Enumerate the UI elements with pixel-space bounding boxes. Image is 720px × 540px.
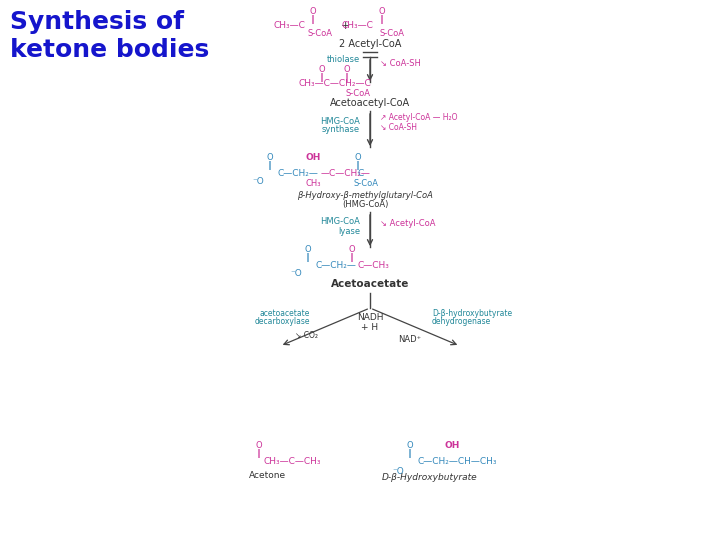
Text: ‖: ‖ (350, 253, 354, 261)
Text: +: + (341, 21, 350, 31)
Text: D-β-Hydroxybutyrate: D-β-Hydroxybutyrate (382, 472, 478, 482)
Text: Acetone: Acetone (248, 471, 286, 481)
Text: S-CoA: S-CoA (346, 89, 371, 98)
Text: C: C (358, 168, 364, 178)
Text: O: O (379, 8, 385, 17)
Text: O: O (305, 246, 311, 254)
Text: ‖: ‖ (257, 449, 261, 457)
Text: ↘ CO₂: ↘ CO₂ (295, 332, 318, 341)
Text: ↘ Acetyl-CoA: ↘ Acetyl-CoA (380, 219, 436, 228)
Text: Acetoacetate: Acetoacetate (330, 279, 409, 289)
Text: —C—CH₂—: —C—CH₂— (321, 168, 371, 178)
Text: CH₃—C—CH₂—C: CH₃—C—CH₂—C (299, 79, 372, 89)
Text: S-CoA: S-CoA (379, 30, 405, 38)
Text: D-β-hydroxybutyrate: D-β-hydroxybutyrate (432, 309, 512, 319)
Text: NAD⁺: NAD⁺ (398, 335, 421, 345)
Text: Acetoacetyl-CoA: Acetoacetyl-CoA (330, 98, 410, 108)
Text: ↘ CoA-SH: ↘ CoA-SH (380, 59, 421, 69)
Text: synthase: synthase (322, 125, 360, 134)
Text: O: O (407, 442, 413, 450)
Text: ⁻O: ⁻O (290, 268, 302, 278)
Text: (HMG-CoA): (HMG-CoA) (342, 199, 388, 208)
Text: OH: OH (444, 442, 459, 450)
Text: ‖: ‖ (380, 15, 384, 24)
Text: O: O (319, 65, 325, 75)
Text: ‖: ‖ (408, 449, 412, 457)
Text: ↗ Acetyl-CoA — H₂O: ↗ Acetyl-CoA — H₂O (380, 113, 457, 123)
Text: NADH: NADH (356, 314, 383, 322)
Text: C—CH₂—CH—CH₃: C—CH₂—CH—CH₃ (418, 456, 498, 465)
Text: ‖: ‖ (356, 160, 360, 170)
Text: ⁻O: ⁻O (252, 177, 264, 186)
Text: ‖: ‖ (320, 72, 324, 82)
Text: ↘ CoA-SH: ↘ CoA-SH (380, 124, 417, 132)
Text: ‖: ‖ (345, 72, 349, 82)
Text: + H: + H (361, 323, 379, 333)
Text: HMG-CoA: HMG-CoA (320, 117, 360, 125)
Text: C—CH₂—: C—CH₂— (316, 260, 357, 269)
Text: OH: OH (305, 153, 320, 163)
Text: S-CoA: S-CoA (307, 30, 333, 38)
Text: CH₃: CH₃ (305, 179, 320, 188)
Text: HMG-CoA: HMG-CoA (320, 218, 360, 226)
Text: thiolase: thiolase (327, 56, 360, 64)
Text: C—CH₂—: C—CH₂— (278, 168, 319, 178)
Text: O: O (310, 8, 316, 17)
Text: β-Hydroxy-β-methylglutaryl-CoA: β-Hydroxy-β-methylglutaryl-CoA (297, 191, 433, 199)
Text: O: O (266, 153, 274, 163)
Text: ⁻O: ⁻O (392, 467, 404, 476)
Text: ‖: ‖ (268, 160, 272, 170)
Text: CH₃—C—CH₃: CH₃—C—CH₃ (263, 456, 320, 465)
Text: O: O (343, 65, 351, 75)
Text: 2 Acetyl-CoA: 2 Acetyl-CoA (339, 39, 401, 49)
Text: CH₃—C: CH₃—C (273, 22, 305, 30)
Text: dehydrogenase: dehydrogenase (432, 318, 491, 327)
Text: ‖: ‖ (306, 253, 310, 261)
Text: O: O (348, 246, 355, 254)
Text: O: O (355, 153, 361, 163)
Text: CH₃—C: CH₃—C (341, 22, 373, 30)
Text: C—CH₃: C—CH₃ (357, 260, 389, 269)
Text: O: O (256, 442, 262, 450)
Text: ‖: ‖ (311, 15, 315, 24)
Text: acetoacetate: acetoacetate (260, 309, 310, 319)
Text: S-CoA: S-CoA (354, 179, 379, 187)
Text: lyase: lyase (338, 226, 360, 235)
Text: Synthesis of
ketone bodies: Synthesis of ketone bodies (10, 10, 210, 62)
Text: decarboxylase: decarboxylase (254, 318, 310, 327)
